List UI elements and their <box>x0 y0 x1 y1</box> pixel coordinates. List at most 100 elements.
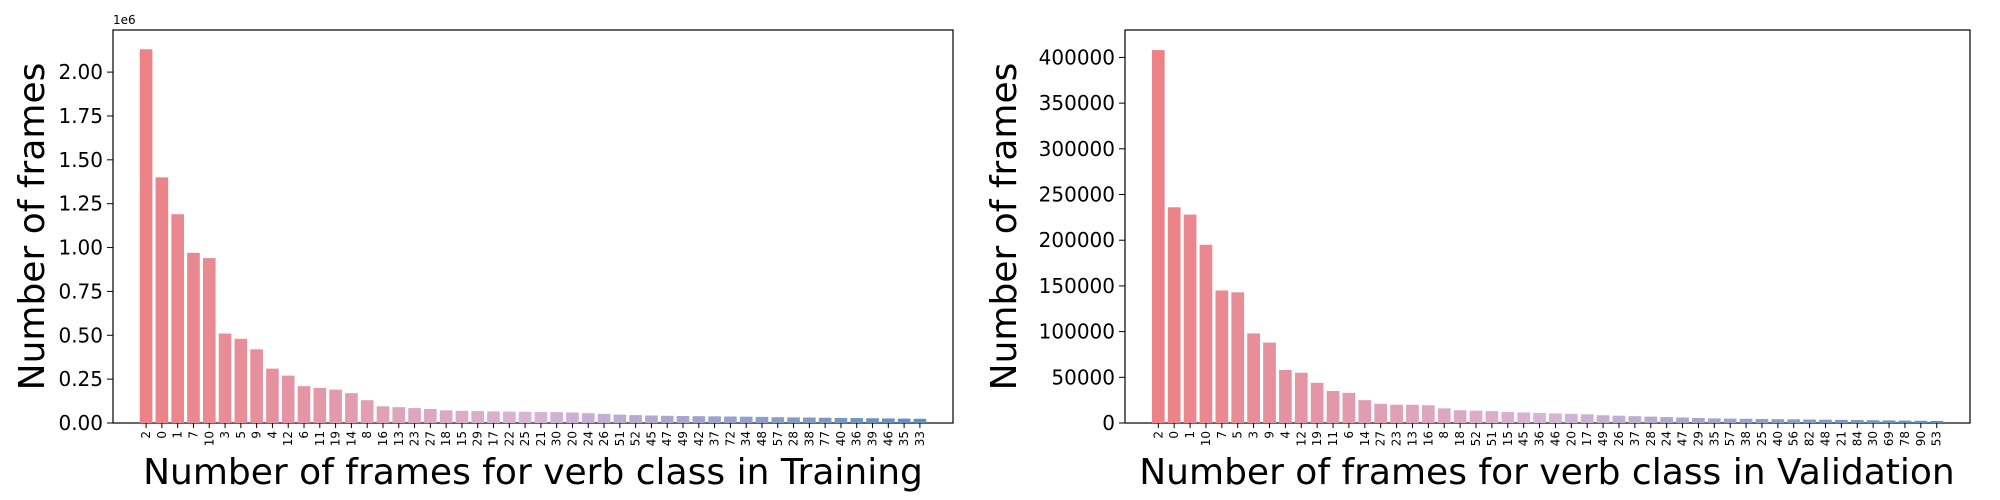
bar <box>171 214 184 423</box>
bar <box>1151 50 1165 424</box>
x-tick-label: 78 <box>1898 431 1912 446</box>
x-tick-label: 6 <box>297 431 311 439</box>
bar <box>566 412 579 423</box>
x-tick-label: 8 <box>360 431 374 439</box>
bar <box>660 415 674 423</box>
bar <box>787 417 800 423</box>
bar <box>1294 372 1308 423</box>
x-tick-label: 30 <box>1866 431 1880 446</box>
x-tick-label: 39 <box>866 431 880 446</box>
x-tick-label: 26 <box>1612 431 1626 446</box>
bar <box>581 413 595 423</box>
x-tick-label: 20 <box>565 431 579 446</box>
x-tick-label: 17 <box>487 431 501 446</box>
bar <box>250 349 263 423</box>
bar <box>1787 419 1801 423</box>
bar <box>408 408 421 423</box>
x-tick-label: 27 <box>423 431 437 446</box>
x-tick-label: 51 <box>613 431 627 446</box>
x-tick-label: 19 <box>329 431 343 446</box>
bar <box>1564 413 1578 423</box>
bar <box>424 408 437 423</box>
bar <box>1167 207 1181 423</box>
bar <box>692 416 706 423</box>
bar <box>518 411 532 423</box>
chart-validation: 0 50000 100000 150000 200000 250000 300000 3500… <box>984 29 1971 493</box>
x-tick-label: 45 <box>644 431 658 446</box>
bar <box>708 416 721 423</box>
y-tick-label: 400000 <box>1039 45 1115 69</box>
bar <box>1215 290 1229 423</box>
bar <box>1739 418 1753 423</box>
scale-label: 1e6 <box>113 13 136 27</box>
x-tick-label: 2 <box>139 431 153 439</box>
x-tick-label: 23 <box>1390 431 1404 446</box>
x-tick-label: 37 <box>1628 431 1642 446</box>
bar <box>439 410 453 423</box>
x-tick-label: 28 <box>787 431 801 446</box>
bar <box>234 338 248 423</box>
bar <box>1882 420 1896 423</box>
bar <box>597 413 611 423</box>
bar <box>1437 408 1451 423</box>
bar <box>1422 405 1435 423</box>
x-tick-label: 21 <box>534 431 548 446</box>
bar <box>1183 214 1197 423</box>
x-tick-label: 13 <box>1405 431 1419 446</box>
y-tick-label: 100000 <box>1039 320 1115 344</box>
y-tick-label: 0.00 <box>58 411 103 435</box>
bar <box>155 177 169 423</box>
x-tick-label: 9 <box>250 431 264 439</box>
x-tick-label: 11 <box>313 431 327 446</box>
y-tick-label: 1.75 <box>58 104 103 128</box>
x-tick-label: 1 <box>171 431 185 439</box>
bar <box>1660 417 1673 423</box>
y-tick-label: 250000 <box>1039 183 1115 207</box>
bar <box>1692 417 1705 423</box>
x-tick-label: 47 <box>1676 431 1690 446</box>
x-tick-label: 33 <box>913 431 927 446</box>
x-tick-label: 22 <box>502 431 516 446</box>
bars-group <box>139 49 927 424</box>
x-tick-label: 6 <box>1342 431 1356 439</box>
bar <box>266 368 279 423</box>
bar <box>1898 420 1912 423</box>
x-tick-label: 46 <box>881 431 895 446</box>
bar <box>471 411 485 423</box>
x-tick-label: 10 <box>202 431 216 446</box>
bar <box>1866 420 1880 423</box>
x-tick-label: 16 <box>1421 431 1435 446</box>
bar <box>1580 414 1594 423</box>
x-tick-label: 46 <box>1548 431 1562 446</box>
y-tick-label: 200000 <box>1039 228 1115 252</box>
bar <box>1676 417 1689 423</box>
bar <box>1549 413 1562 423</box>
bar <box>1406 404 1419 423</box>
x-tick-label: 14 <box>344 431 358 446</box>
bar <box>803 417 816 423</box>
x-tick-label: 15 <box>1501 431 1515 446</box>
bar <box>1517 412 1531 423</box>
x-ticks: 2 0 1 10 7 5 3 9 4 12 19 11 6 14 27 23 13 16 8 18 52 51 15 45 36… <box>1151 423 1944 446</box>
bar <box>1263 342 1276 423</box>
bar <box>1707 418 1721 423</box>
y-tick-label: 1.25 <box>58 192 103 216</box>
bar <box>392 407 406 423</box>
x-tick-label: 35 <box>897 431 911 446</box>
x-tick-label: 24 <box>1660 431 1674 446</box>
bar <box>850 418 864 423</box>
bar <box>1612 415 1626 423</box>
x-tick-label: 11 <box>1326 431 1340 446</box>
x-tick-label: 18 <box>439 431 453 446</box>
x-tick-label: 17 <box>1580 431 1594 446</box>
bar <box>139 49 153 424</box>
bar <box>1279 369 1292 423</box>
x-tick-label: 72 <box>723 431 737 446</box>
bar <box>1390 404 1403 423</box>
x-tick-label: 28 <box>1644 431 1658 446</box>
x-tick-label: 29 <box>1691 431 1705 446</box>
x-tick-label: 3 <box>218 431 232 439</box>
bar <box>1501 412 1515 423</box>
